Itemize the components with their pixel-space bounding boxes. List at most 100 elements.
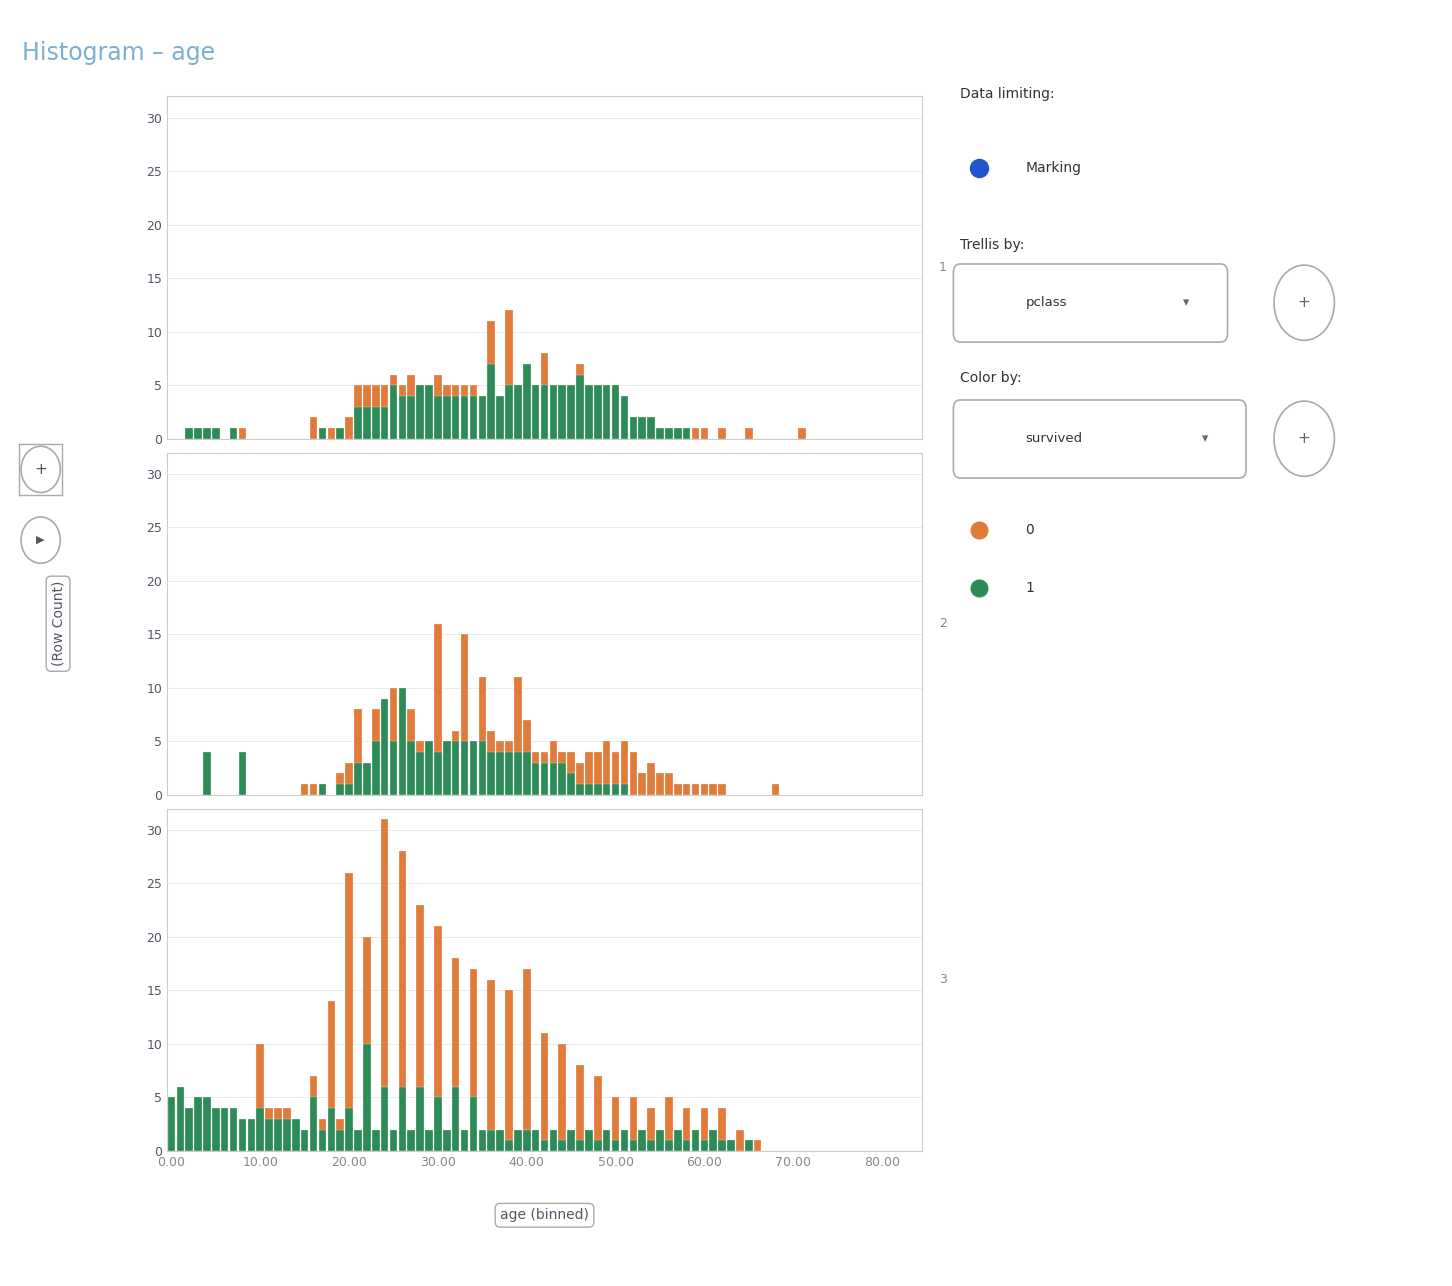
Bar [568,773,575,795]
Bar [443,396,450,439]
Bar [266,1119,273,1151]
Bar [257,1044,264,1151]
Bar [540,386,549,439]
Bar [408,1129,415,1151]
Circle shape [1273,401,1334,476]
Bar [505,742,513,795]
Bar [603,742,610,795]
Bar [710,1141,717,1151]
Text: +: + [1298,296,1311,310]
Bar [665,428,672,439]
Bar [229,1109,237,1151]
Bar [531,396,539,439]
Bar [380,742,388,795]
Bar [452,958,459,1151]
Bar [550,1129,558,1151]
Bar [417,752,424,795]
Bar [745,428,752,439]
Bar [665,1097,672,1151]
Bar [417,386,424,439]
Bar [620,784,629,795]
Bar [346,1109,353,1151]
Bar [337,773,344,795]
Bar [531,763,539,795]
Bar [221,1129,228,1151]
Bar [248,1119,256,1151]
Bar [710,784,717,795]
Bar [488,322,495,439]
Bar [594,386,601,439]
Bar [674,784,681,795]
Text: Color by:: Color by: [960,370,1022,385]
Bar [434,374,441,439]
Bar [745,1141,752,1151]
Bar [203,784,211,795]
Bar [399,396,407,439]
Bar [568,386,575,439]
Bar [576,364,584,439]
Bar [630,1097,637,1151]
Bar [399,386,407,439]
Bar [497,742,504,795]
Bar [380,1087,388,1151]
Bar [550,742,558,795]
Bar [425,742,433,795]
Text: survived: survived [1025,432,1083,445]
Bar [585,784,592,795]
Bar [620,1129,629,1151]
Text: 1: 1 [1025,581,1034,595]
Bar [639,1129,646,1151]
Bar [417,905,424,1151]
Bar [372,406,379,439]
Bar [531,386,539,439]
Text: (Row Count): (Row Count) [51,581,65,666]
Bar [719,1141,726,1151]
Bar [195,1141,202,1151]
Bar [514,386,521,439]
Bar [346,784,353,795]
Bar [452,742,459,795]
Bar [318,428,327,439]
Bar [754,1141,761,1151]
Bar [283,1119,290,1151]
Bar [372,1129,379,1151]
Bar [301,1141,308,1151]
Text: +: + [1298,431,1311,446]
Bar [274,1119,282,1151]
Bar [727,1141,735,1151]
Bar [630,418,637,439]
Bar [425,1129,433,1151]
Bar [505,386,513,439]
Bar [585,1129,592,1151]
Bar [648,1109,655,1151]
Bar [425,386,433,439]
Bar [523,752,530,795]
Bar [603,1129,610,1151]
Bar [186,428,193,439]
Bar [238,752,247,795]
Bar [372,742,379,795]
Bar [630,428,637,439]
Bar [186,1129,193,1151]
Bar [346,763,353,795]
Bar [656,1129,664,1151]
Bar [425,386,433,439]
Bar [523,364,530,439]
Bar [505,310,513,439]
Bar [682,428,690,439]
Bar [399,851,407,1151]
Bar [309,1076,318,1151]
Bar [568,396,575,439]
Bar [585,1129,592,1151]
Bar [611,752,620,795]
Bar [691,428,700,439]
Text: Trellis by:: Trellis by: [960,238,1025,252]
Bar [460,396,469,439]
Bar [318,1129,327,1151]
Bar [701,784,709,795]
Bar [594,386,601,439]
Bar [203,752,211,795]
Bar [443,752,450,795]
Bar [434,624,441,795]
Bar [550,396,558,439]
